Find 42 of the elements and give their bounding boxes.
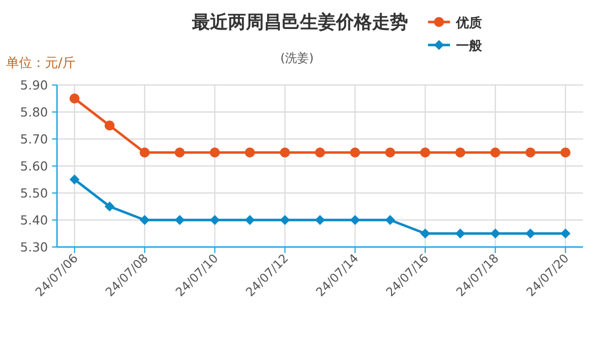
point: [140, 215, 150, 225]
y-tick-label: 5.60: [20, 158, 48, 174]
point: [560, 228, 570, 238]
point: [174, 148, 185, 158]
point: [350, 215, 360, 225]
point: [315, 215, 325, 225]
point: [385, 215, 396, 225]
point: [70, 174, 80, 184]
point: [244, 215, 255, 225]
y-tick-label: 5.80: [20, 104, 48, 120]
point: [174, 215, 185, 225]
point: [210, 215, 220, 225]
point: [315, 148, 325, 158]
point: [490, 228, 500, 238]
point: [525, 228, 536, 238]
legend-label: 优质: [455, 15, 482, 31]
point: [455, 148, 466, 158]
point: [525, 148, 536, 158]
point: [420, 148, 430, 158]
y-tick-label: 5.50: [20, 186, 48, 200]
point: [455, 228, 466, 238]
y-tick-label: 5.70: [20, 132, 48, 146]
y-tick-label: 5.40: [20, 212, 48, 228]
point: [560, 148, 570, 158]
point: [70, 94, 80, 104]
chart-title: 最近两周昌邑生姜价格走势: [191, 11, 408, 33]
point: [104, 120, 115, 130]
point: [385, 148, 396, 158]
point: [350, 148, 360, 158]
point: [210, 148, 220, 158]
point: [244, 148, 255, 158]
legend-label: 一般: [456, 39, 483, 54]
point: [280, 148, 290, 158]
point: [280, 215, 290, 225]
y-tick-label: 5.30: [20, 240, 48, 254]
point: [420, 228, 430, 238]
y-axis-title: 单位：元/斤: [6, 56, 76, 71]
chart-subtitle: (洗姜): [280, 51, 314, 65]
y-tick-label: 5.90: [20, 78, 48, 92]
point: [104, 202, 115, 212]
point: [490, 148, 500, 158]
point: [140, 148, 150, 158]
